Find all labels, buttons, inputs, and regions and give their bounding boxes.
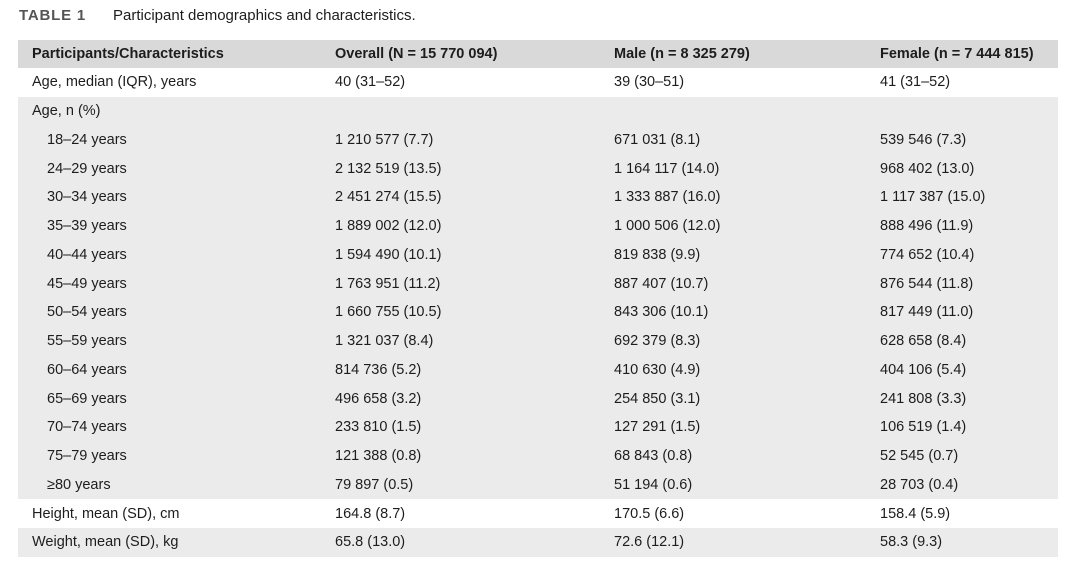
row-label: 18–24 years	[47, 131, 127, 148]
table-row: 65–69 years 496 658 (3.2) 254 850 (3.1) 241…	[18, 384, 1058, 413]
row-label: 24–29 years	[47, 160, 127, 177]
cell: 41 (31–52)	[880, 74, 951, 91]
cell: 1 594 490 (10.1)	[335, 246, 442, 263]
row-label: 45–49 years	[47, 275, 127, 292]
cell: 692 379 (8.3)	[614, 333, 701, 350]
cell: 1 210 577 (7.7)	[335, 131, 434, 148]
cell: 170.5 (6.6)	[614, 505, 685, 522]
cell: 158.4 (5.9)	[880, 505, 951, 522]
row-label: 50–54 years	[47, 304, 127, 321]
cell: 1 321 037 (8.4)	[335, 333, 434, 350]
cell: 68 843 (0.8)	[614, 448, 693, 465]
table-row: 18–24 years 1 210 577 (7.7) 671 031 (8.1) 5…	[18, 125, 1058, 155]
cell: 404 106 (5.4)	[880, 361, 967, 378]
row-label: 35–39 years	[47, 218, 127, 235]
row-label: 30–34 years	[47, 189, 127, 206]
table-row: 75–79 years 121 388 (0.8) 68 843 (0.8) 52 5…	[18, 441, 1058, 471]
cell: 843 306 (10.1)	[614, 304, 709, 321]
header-row: Participants/Characteristics Overall (N =…	[18, 40, 1058, 68]
cell: 814 736 (5.2)	[335, 361, 422, 378]
cell: 819 838 (9.9)	[614, 246, 701, 263]
cell: 164.8 (8.7)	[335, 505, 406, 522]
table-label: TABLE 1	[19, 7, 86, 24]
column-header: Overall (N = 15 770 094)	[335, 46, 498, 62]
table-row: Weight, mean (SD), kg 65.8 (13.0) 72.6 (12…	[18, 528, 1058, 557]
row-label: ≥80 years	[47, 476, 111, 493]
cell: 39 (30–51)	[614, 74, 685, 91]
cell: 888 496 (11.9)	[880, 218, 974, 235]
column-header: Female (n = 7 444 815)	[880, 46, 1034, 62]
cell: 58.3 (9.3)	[880, 534, 943, 551]
cell: 2 451 274 (15.5)	[335, 189, 442, 206]
table-row: 40–44 years 1 594 490 (10.1) 819 838 (9.9)…	[18, 240, 1058, 270]
row-label: Age, median (IQR), years	[32, 74, 197, 91]
table-row: 24–29 years 2 132 519 (13.5) 1 164 117 (14…	[18, 154, 1058, 183]
cell: 1 164 117 (14.0)	[614, 160, 720, 177]
table-row: 55–59 years 1 321 037 (8.4) 692 379 (8.3) 6…	[18, 326, 1058, 356]
cell: 1 000 506 (12.0)	[614, 218, 721, 235]
cell: 254 850 (3.1)	[614, 390, 701, 407]
cell: 1 117 387 (15.0)	[880, 189, 986, 206]
cell: 2 132 519 (13.5)	[335, 160, 442, 177]
cell: 233 810 (1.5)	[335, 419, 422, 436]
row-label: 40–44 years	[47, 246, 127, 263]
column-header: Participants/Characteristics	[32, 46, 224, 62]
row-label: Age, n (%)	[32, 103, 101, 120]
column-header: Male (n = 8 325 279)	[614, 46, 750, 62]
cell: 539 546 (7.3)	[880, 131, 967, 148]
cell: 1 333 887 (16.0)	[614, 189, 721, 206]
cell: 876 544 (11.8)	[880, 275, 974, 292]
table-row: Age, n (%)	[18, 96, 1058, 126]
cell: 628 658 (8.4)	[880, 333, 967, 350]
cell: 817 449 (11.0)	[880, 304, 974, 321]
table-row: ≥80 years 79 897 (0.5) 51 194 (0.6) 28 703 …	[18, 470, 1058, 500]
cell: 671 031 (8.1)	[614, 131, 701, 148]
cell: 106 519 (1.4)	[880, 419, 967, 436]
cell: 496 658 (3.2)	[335, 390, 422, 407]
cell: 1 763 951 (11.2)	[335, 275, 441, 292]
table-row: Age, median (IQR), years 40 (31–52) 39 (30…	[18, 68, 1058, 97]
row-label: 55–59 years	[47, 333, 127, 350]
row-label: Weight, mean (SD), kg	[32, 534, 179, 551]
row-label: 75–79 years	[47, 448, 127, 465]
cell: 887 407 (10.7)	[614, 275, 709, 292]
table-caption-line: TABLE 1 Participant demographics and char…	[19, 7, 416, 24]
table-row: 30–34 years 2 451 274 (15.5) 1 333 887 (16…	[18, 183, 1058, 212]
table-row: 70–74 years 233 810 (1.5) 127 291 (1.5) 106…	[18, 413, 1058, 442]
table-row: 60–64 years 814 736 (5.2) 410 630 (4.9) 404…	[18, 355, 1058, 385]
cell: 127 291 (1.5)	[614, 419, 701, 436]
cell: 79 897 (0.5)	[335, 476, 414, 493]
cell: 52 545 (0.7)	[880, 448, 959, 465]
cell: 241 808 (3.3)	[880, 390, 967, 407]
cell: 968 402 (13.0)	[880, 160, 975, 177]
cell: 774 652 (10.4)	[880, 246, 975, 263]
table-row: Height, mean (SD), cm 164.8 (8.7) 170.5 (6…	[18, 499, 1058, 528]
cell: 65.8 (13.0)	[335, 534, 406, 551]
table-caption-text: Participant demographics and characteris…	[113, 7, 416, 24]
cell: 410 630 (4.9)	[614, 361, 701, 378]
cell: 72.6 (12.1)	[614, 534, 685, 551]
row-label: 70–74 years	[47, 419, 127, 436]
cell: 40 (31–52)	[335, 74, 406, 91]
table-row: 45–49 years 1 763 951 (11.2) 887 407 (10.7…	[18, 269, 1058, 298]
row-label: 65–69 years	[47, 390, 127, 407]
cell: 28 703 (0.4)	[880, 476, 959, 493]
cell: 121 388 (0.8)	[335, 448, 422, 465]
cell: 51 194 (0.6)	[614, 476, 693, 493]
table-row: 50–54 years 1 660 755 (10.5) 843 306 (10.1…	[18, 298, 1058, 327]
demographics-table: Participants/Characteristics Overall (N =…	[18, 40, 1058, 557]
cell: 1 660 755 (10.5)	[335, 304, 442, 321]
row-label: Height, mean (SD), cm	[32, 505, 180, 522]
cell: 1 889 002 (12.0)	[335, 218, 442, 235]
row-label: 60–64 years	[47, 361, 127, 378]
table-body: Age, median (IQR), years 40 (31–52) 39 (30…	[18, 68, 1058, 557]
table-row: 35–39 years 1 889 002 (12.0) 1 000 506 (12…	[18, 211, 1058, 241]
